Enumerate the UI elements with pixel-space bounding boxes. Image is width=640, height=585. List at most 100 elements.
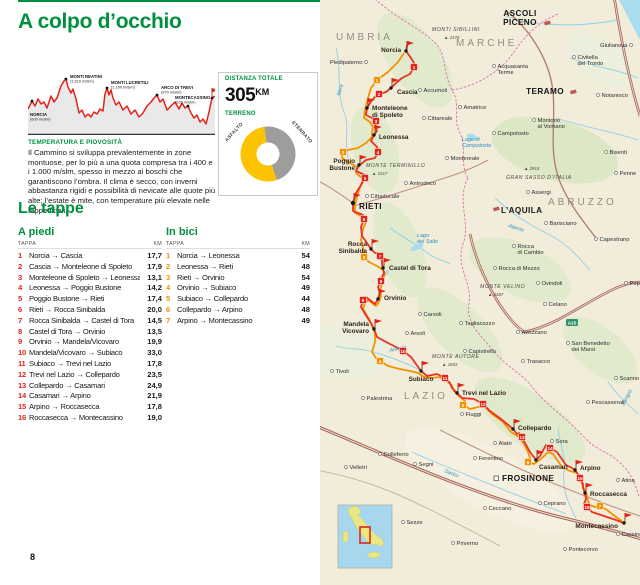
stage-town-label: Roccasecca — [590, 491, 627, 498]
stage-town-label: Trevi nel Lazio — [462, 390, 506, 397]
town-dot — [492, 64, 496, 68]
city-area-symbol — [544, 20, 551, 26]
region-label: MARCHE — [456, 38, 517, 49]
walk-stage-marker — [359, 296, 367, 304]
town-label: Popoli — [630, 281, 640, 287]
stage-number: 7 — [166, 315, 170, 325]
stage-flag-icon — [360, 155, 367, 160]
bike-stage-row: 4 Orvinio → Subiaco 49 — [166, 283, 310, 294]
town-label: Capestrano — [600, 237, 630, 243]
town-label: Ovindoli — [542, 281, 563, 287]
stage-town-dot — [534, 458, 538, 462]
town-dot — [596, 93, 600, 97]
stage-town-label: Subiaco — [409, 376, 434, 383]
stage-number: 13 — [18, 380, 26, 390]
bike-stage-marker — [459, 401, 467, 409]
stage-number: 5 — [166, 294, 170, 304]
stage-flag-icon — [368, 98, 375, 103]
city-area-symbol — [569, 89, 577, 95]
stage-km: 48 — [301, 261, 310, 271]
water-label: Lago di Campotosto — [462, 137, 491, 149]
town-label: Ceprano — [544, 501, 566, 507]
terrain-label: TERRENO — [225, 111, 256, 117]
stage-route: Orvinio → Mandela/Vicovaro — [29, 337, 120, 347]
stage-flag-icon — [625, 513, 632, 518]
town-label: Accumoli — [424, 88, 448, 94]
walk-stage-marker-number: 3 — [375, 119, 378, 125]
stage-flag-icon — [354, 193, 361, 198]
stage-km: 44 — [301, 294, 310, 304]
stage-route: Collepardo → Casamari — [29, 380, 105, 390]
stage-km: 14,5 — [147, 315, 162, 325]
peak-elevation-label: ▲ 2914 — [524, 166, 540, 171]
stage-number: 2 — [18, 261, 22, 271]
walk-stage-marker-number: 6 — [363, 217, 366, 223]
walk-stage-marker — [441, 374, 449, 382]
finish-flag-icon — [212, 88, 218, 93]
water-label: Aniene — [388, 345, 407, 355]
peak-elevation: (970 m/slm) — [161, 90, 182, 95]
town-label: Palestrina — [367, 396, 394, 402]
stage-km: 17,9 — [147, 261, 162, 271]
walk-stage-marker-number: 16 — [584, 505, 590, 511]
town-dot — [451, 541, 455, 545]
water-label: Sacco — [443, 468, 459, 479]
page-number: 8 — [30, 552, 36, 562]
town-dot — [413, 462, 417, 466]
town-dot — [445, 156, 449, 160]
distance-label: DISTANZA TOTALE — [225, 76, 283, 82]
stage-town-dot — [455, 391, 459, 395]
region-label: ABRUZZO — [548, 197, 617, 208]
route-map: UMBRIA MARCHE ABRUZZO LAZIO Nera Aniene Aterno… — [320, 0, 640, 585]
stage-route: Subiaco → Trevi nel Lazio — [29, 358, 111, 368]
peak-elevation-label: ▲ 2476 — [444, 35, 460, 40]
bike-stage-marker — [373, 76, 381, 84]
region-label: UMBRIA — [336, 32, 393, 43]
peak-label: MONTI REATINI — [70, 74, 102, 79]
walk-stage-marker — [360, 215, 368, 223]
town-dot — [614, 171, 618, 175]
stage-town-dot — [372, 327, 376, 331]
walk-stage-table: A piedi TAPPA KM 1 Norcia → Cascia 17,7 2 Cas… — [18, 226, 162, 424]
stage-town-label: Casamari — [539, 464, 568, 471]
walk-stage-row: 12 Trevi nel Lazio → Collepardo 23,5 — [18, 370, 162, 381]
stage-flag-icon — [514, 419, 521, 424]
walk-stage-marker — [374, 148, 382, 156]
bike-stage-marker-number: 6 — [527, 460, 530, 466]
walk-stage-row: 5 Poggio Bustone → Rieti 17,4 — [18, 294, 162, 305]
stage-route: Rieti → Rocca Sinibalda — [29, 304, 106, 314]
city-label: ASCOLI PICENO — [503, 9, 537, 27]
town-label: Cittareale — [428, 116, 453, 122]
stage-town-dot — [376, 297, 380, 301]
town-dot — [364, 60, 368, 64]
walk-stage-row: 8 Castel di Tora → Orvinio 13,5 — [18, 327, 162, 338]
stage-number: 3 — [166, 272, 170, 282]
town-dot — [536, 281, 540, 285]
terrain-shading — [320, 12, 638, 532]
walk-table-header: TAPPA KM — [18, 241, 162, 249]
peak-label: ARCO DI TREVI — [161, 85, 193, 90]
stage-town-label: Castel di Tora — [389, 265, 431, 272]
stage-number: 11 — [18, 358, 26, 368]
town-label: Acquasanta Terme — [498, 64, 529, 76]
stage-route: Trevi nel Lazio → Collepardo — [29, 369, 120, 379]
stage-flag-icon — [375, 125, 382, 130]
stage-number: 6 — [166, 304, 170, 314]
bike-stage-row: 6 Collepardo → Arpino 48 — [166, 305, 310, 316]
stage-route: Mandela/Vicovaro → Subiaco — [29, 348, 123, 358]
terrain-box: TERRENO ASFALTO STERRATO — [218, 107, 318, 196]
stage-number: 14 — [18, 391, 26, 401]
peak-range-label: MONTE VELINO — [480, 284, 525, 290]
peak-dot — [155, 93, 159, 97]
climate-body: Il Cammino si sviluppa prevalentemente i… — [28, 148, 216, 215]
stage-number: 10 — [18, 348, 26, 358]
town-dot — [418, 312, 422, 316]
walk-stage-row: 6 Rieti → Rocca Sinibalda 20,0 — [18, 305, 162, 316]
rivers — [335, 15, 639, 519]
climate-heading: TEMPERATURA E PIOVOSITÀ — [28, 139, 123, 146]
town-label: Sezze — [407, 520, 423, 526]
bike-stage-marker — [524, 458, 532, 466]
walk-stage-marker-number: 8 — [380, 279, 383, 285]
town-dot — [378, 452, 382, 456]
bike-stage-marker — [339, 148, 347, 156]
